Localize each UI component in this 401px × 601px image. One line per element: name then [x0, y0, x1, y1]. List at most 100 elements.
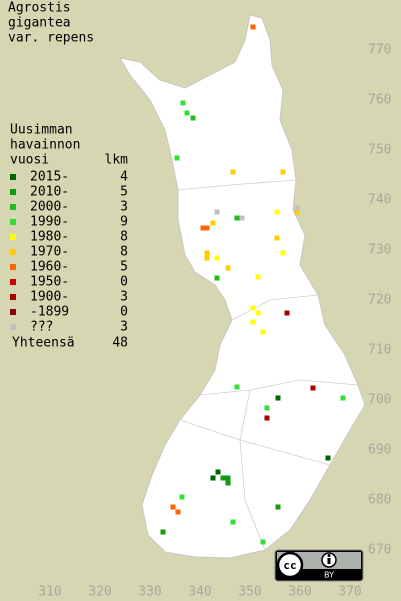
- x-tick-label: 360: [288, 585, 311, 600]
- record-square: [294, 205, 300, 211]
- legend-label: 2010-: [30, 185, 69, 200]
- y-tick-label: 770: [368, 43, 391, 58]
- record-square: [274, 235, 280, 241]
- record-square: [264, 415, 270, 421]
- record-square: [210, 475, 216, 481]
- record-square: [220, 475, 226, 481]
- legend-swatch: [10, 219, 16, 225]
- legend-count: 5: [120, 260, 128, 275]
- y-tick-label: 750: [368, 143, 391, 158]
- legend-swatch: [10, 189, 16, 195]
- legend-label: 1960-: [30, 260, 69, 275]
- y-tick-label: 760: [368, 93, 391, 108]
- record-square: [204, 225, 210, 231]
- y-tick-label: 740: [368, 193, 391, 208]
- record-square: [280, 250, 286, 256]
- legend-swatch: [10, 309, 16, 315]
- x-tick-label: 350: [238, 585, 261, 600]
- record-square: [225, 475, 231, 481]
- record-square: [260, 329, 266, 335]
- legend-swatch: [10, 324, 16, 330]
- by-label: BY: [324, 571, 334, 580]
- record-square: [215, 469, 221, 475]
- record-square: [200, 225, 206, 231]
- record-square: [214, 255, 220, 261]
- legend-count: 3: [120, 290, 128, 305]
- record-square: [234, 215, 240, 221]
- record-square: [230, 519, 236, 525]
- record-square: [280, 169, 286, 175]
- legend-label: 1950-: [30, 275, 69, 290]
- record-square: [260, 539, 266, 545]
- by-icon-head: [327, 554, 331, 557]
- legend-swatch: [10, 234, 16, 240]
- record-square: [190, 115, 196, 121]
- by-icon-body: [327, 558, 331, 564]
- cc-logo: cc: [283, 559, 296, 572]
- legend-count: 8: [120, 230, 128, 245]
- record-square: [340, 395, 346, 401]
- y-tick-label: 710: [368, 343, 391, 358]
- legend-label: ???: [30, 320, 53, 335]
- record-square: [275, 395, 281, 401]
- legend-swatch: [10, 279, 16, 285]
- finland-outline: [119, 14, 366, 559]
- x-tick-label: 330: [138, 585, 161, 600]
- record-square: [239, 215, 245, 221]
- legend-label: 2000-: [30, 200, 69, 215]
- record-square: [160, 529, 166, 535]
- legend-count: 9: [120, 215, 128, 230]
- record-square: [179, 494, 185, 500]
- record-square: [204, 250, 210, 256]
- legend-heading: havainnon: [10, 138, 80, 153]
- legend-heading: vuosi: [10, 153, 49, 168]
- record-square: [250, 305, 256, 311]
- legend-label: 2015-: [30, 170, 69, 185]
- record-square: [250, 319, 256, 325]
- record-square: [255, 310, 261, 316]
- y-tick-label: 700: [368, 393, 391, 408]
- record-square: [170, 504, 176, 510]
- record-square: [310, 385, 316, 391]
- legend-label: 1900-: [30, 290, 69, 305]
- legend-heading: Uusimman: [10, 123, 73, 138]
- record-square: [275, 504, 281, 510]
- cc-circle: [276, 551, 304, 579]
- title-line: var. repens: [8, 31, 94, 46]
- record-square: [264, 405, 270, 411]
- record-square: [214, 209, 220, 215]
- x-tick-label: 320: [88, 585, 111, 600]
- record-square: [225, 265, 231, 271]
- y-tick-label: 680: [368, 493, 391, 508]
- record-square: [180, 100, 186, 106]
- legend-total-label: Yhteensä: [12, 336, 75, 351]
- legend-label: -1899: [30, 305, 69, 320]
- legend-count-heading: lkm: [105, 153, 129, 168]
- legend-count: 8: [120, 245, 128, 260]
- legend-total: 48: [112, 336, 128, 351]
- legend-label: 1980-: [30, 230, 69, 245]
- legend-label: 1970-: [30, 245, 69, 260]
- record-square: [214, 275, 220, 281]
- y-tick-label: 670: [368, 543, 391, 558]
- record-square: [255, 274, 261, 280]
- record-square: [294, 209, 300, 215]
- y-tick-label: 730: [368, 243, 391, 258]
- record-square: [234, 384, 240, 390]
- legend-count: 5: [120, 185, 128, 200]
- legend-count: 3: [120, 320, 128, 335]
- x-tick-label: 370: [338, 585, 361, 600]
- record-square: [230, 169, 236, 175]
- record-square: [204, 255, 210, 261]
- record-square: [225, 480, 231, 486]
- province-borders: [177, 179, 359, 551]
- legend-count: 0: [120, 275, 128, 290]
- legend-count: 0: [120, 305, 128, 320]
- record-square: [174, 155, 180, 161]
- legend-swatch: [10, 249, 16, 255]
- legend-swatch: [10, 204, 16, 210]
- record-square: [184, 110, 190, 116]
- record-square: [274, 209, 280, 215]
- y-tick-label: 690: [368, 443, 391, 458]
- y-tick-label: 720: [368, 293, 391, 308]
